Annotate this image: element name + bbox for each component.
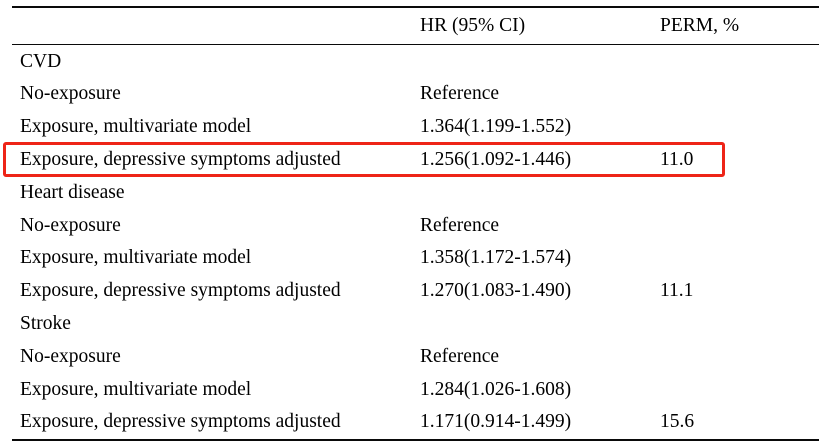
row-perm-value: 15.6: [660, 411, 695, 433]
table-body: CVD No-exposure Reference Exposure, mult…: [12, 45, 819, 439]
row-hr-value: 1.364(1.199-1.552): [420, 116, 572, 138]
row-perm-value: 11.1: [660, 280, 694, 302]
row-hr-value: 1.284(1.026-1.608): [420, 378, 572, 400]
row-hr-value: 1.358(1.172-1.574): [420, 247, 572, 269]
row-label: Exposure, multivariate model: [20, 247, 252, 269]
table-row: No-exposure Reference: [12, 340, 819, 373]
column-header-perm: PERM, %: [660, 15, 740, 37]
table-section-row: CVD: [12, 45, 819, 78]
row-label: No-exposure: [20, 214, 121, 236]
table-row: No-exposure Reference: [12, 78, 819, 111]
row-hr-value: Reference: [420, 83, 500, 105]
row-label: Exposure, depressive symptoms adjusted: [20, 149, 341, 171]
hazard-ratio-table: HR (95% CI) PERM, % CVD No-exposure Refe…: [12, 6, 819, 441]
row-label: No-exposure: [20, 83, 121, 105]
row-label: Exposure, multivariate model: [20, 378, 252, 400]
table-row: Exposure, depressive symptoms adjusted 1…: [12, 143, 819, 176]
table-row: Exposure, multivariate model 1.364(1.199…: [12, 111, 819, 144]
row-hr-value: 1.270(1.083-1.490): [420, 280, 572, 302]
row-label: No-exposure: [20, 345, 121, 367]
column-header-hr-ci: HR (95% CI): [420, 15, 526, 37]
table-row: No-exposure Reference: [12, 209, 819, 242]
row-hr-value: 1.171(0.914-1.499): [420, 411, 572, 433]
row-label: Exposure, depressive symptoms adjusted: [20, 411, 341, 433]
row-label: Heart disease: [20, 181, 125, 203]
row-label: Exposure, depressive symptoms adjusted: [20, 280, 341, 302]
table-row: Exposure, depressive symptoms adjusted 1…: [12, 275, 819, 308]
row-label: CVD: [20, 50, 62, 72]
row-hr-value: Reference: [420, 214, 500, 236]
row-hr-value: Reference: [420, 345, 500, 367]
table-row: Exposure, depressive symptoms adjusted 1…: [12, 406, 819, 439]
row-perm-value: 11.0: [660, 149, 694, 171]
row-label: Stroke: [20, 313, 71, 335]
table-header-row: HR (95% CI) PERM, %: [12, 8, 819, 45]
table-section-row: Stroke: [12, 307, 819, 340]
table-row: Exposure, multivariate model 1.358(1.172…: [12, 242, 819, 275]
table-section-row: Heart disease: [12, 176, 819, 209]
row-hr-value: 1.256(1.092-1.446): [420, 149, 572, 171]
table-row: Exposure, multivariate model 1.284(1.026…: [12, 373, 819, 406]
row-label: Exposure, multivariate model: [20, 116, 252, 138]
